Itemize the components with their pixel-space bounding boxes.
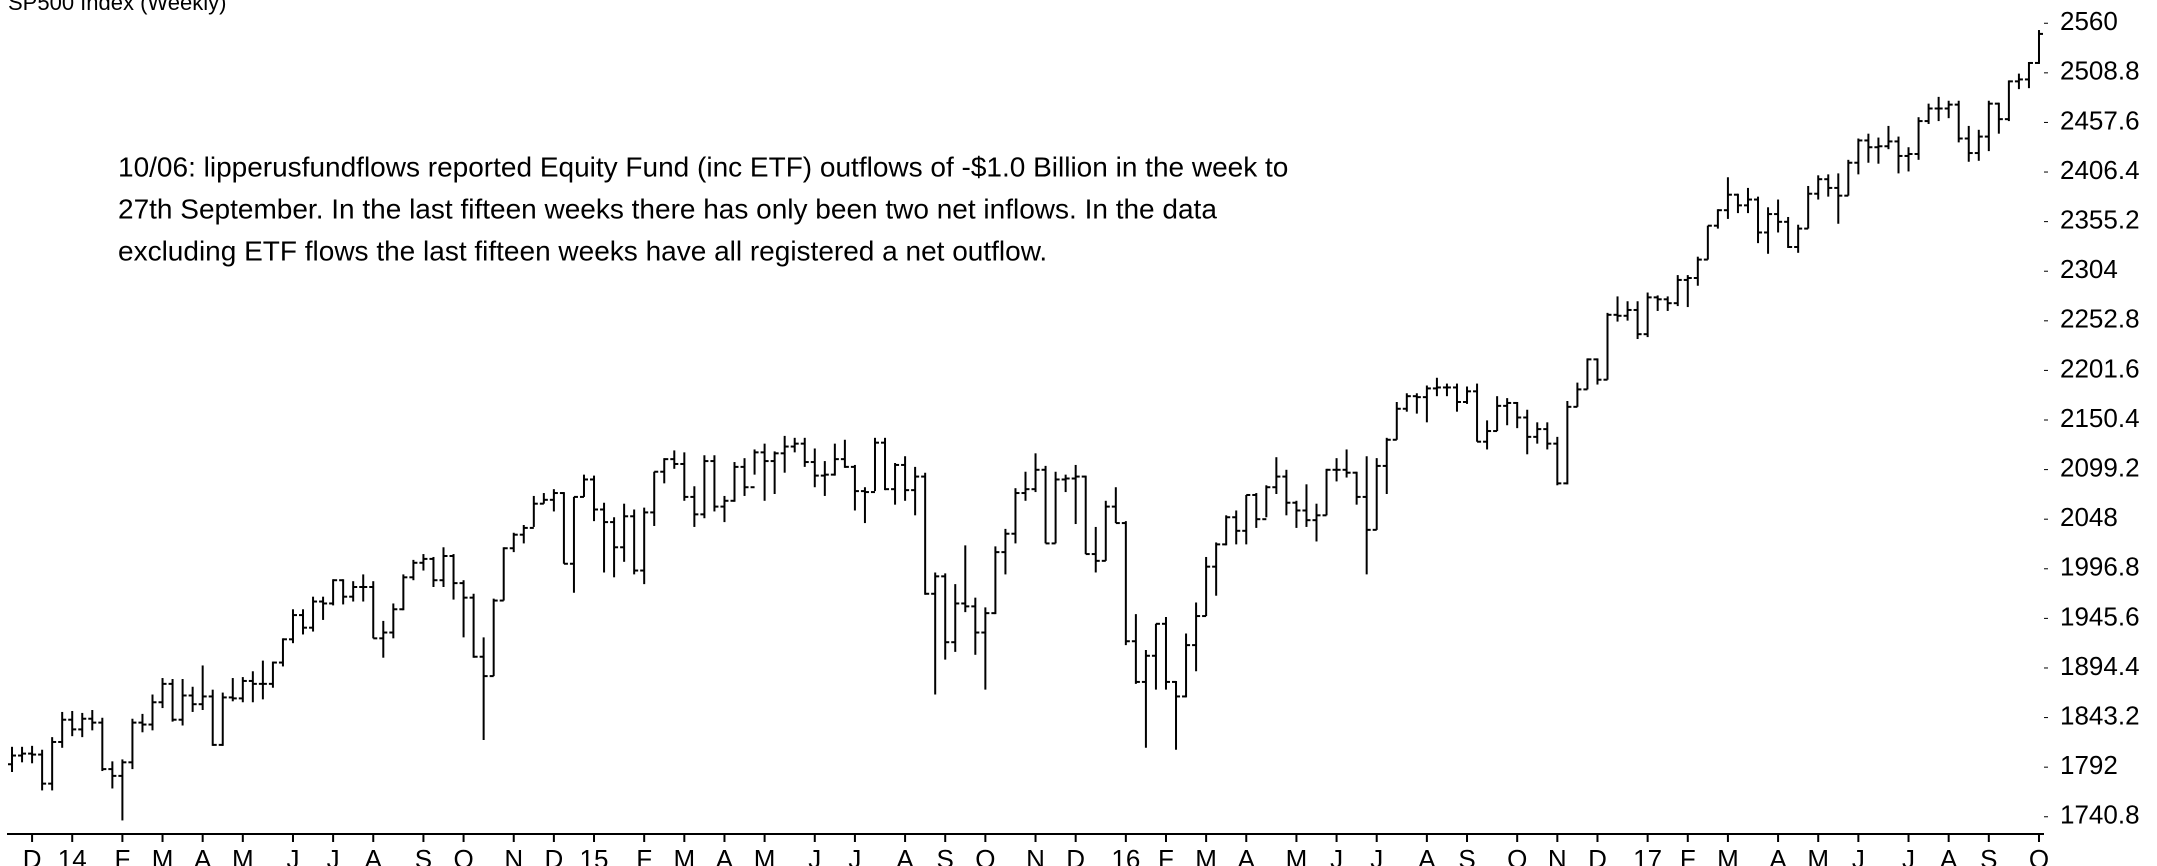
x-tick-label: 17 <box>1633 844 1662 866</box>
x-tick-label: J <box>848 844 861 866</box>
y-tick-label: 1894.4 <box>2060 651 2140 681</box>
x-tick-label: N <box>1548 844 1567 866</box>
annotation: 27th September. In the last fifteen week… <box>118 193 1217 224</box>
x-tick-label: M <box>1807 844 1829 866</box>
x-tick-label: O <box>453 844 473 866</box>
x-tick-label: A <box>716 844 734 866</box>
x-tick-label: N <box>1026 844 1045 866</box>
y-tick-label: 2304 <box>2060 254 2118 284</box>
y-tick-label: 2150.4 <box>2060 403 2140 433</box>
x-tick-label: A <box>896 844 914 866</box>
x-tick-label: F <box>114 844 130 866</box>
y-tick-label: 2560 <box>2060 6 2118 36</box>
x-tick-label: D <box>1588 844 1607 866</box>
y-tick-label: 2508.8 <box>2060 56 2140 86</box>
annotation: excluding ETF flows the last fifteen wee… <box>118 235 1047 266</box>
x-tick-label: 14 <box>58 844 87 866</box>
x-tick-label: S <box>1980 844 1997 866</box>
annotation: 10/06: lipperusfundflows reported Equity… <box>118 151 1288 182</box>
x-tick-label: M <box>673 844 695 866</box>
x-tick-label: S <box>415 844 432 866</box>
y-tick-label: 1945.6 <box>2060 601 2140 631</box>
y-tick-label: 1996.8 <box>2060 552 2140 582</box>
y-tick-label: 2201.6 <box>2060 353 2140 383</box>
x-tick-label: A <box>1769 844 1787 866</box>
y-tick-label: 2252.8 <box>2060 304 2140 334</box>
x-tick-label: O <box>2029 844 2049 866</box>
x-tick-label: D <box>23 844 42 866</box>
y-tick-label: 1792 <box>2060 750 2118 780</box>
y-tick-label: 2099.2 <box>2060 452 2140 482</box>
y-tick-label: 2457.6 <box>2060 105 2140 135</box>
x-tick-label: F <box>636 844 652 866</box>
x-tick-label: A <box>1238 844 1256 866</box>
x-tick-label: M <box>1286 844 1308 866</box>
x-tick-label: F <box>1680 844 1696 866</box>
x-tick-label: D <box>1066 844 1085 866</box>
x-tick-label: J <box>1370 844 1383 866</box>
x-tick-label: N <box>504 844 523 866</box>
x-tick-label: O <box>1507 844 1527 866</box>
x-tick-label: A <box>1940 844 1958 866</box>
x-tick-label: O <box>975 844 995 866</box>
x-tick-label: S <box>1458 844 1475 866</box>
x-tick-label: J <box>327 844 340 866</box>
x-tick-label: J <box>1852 844 1865 866</box>
x-tick-label: S <box>937 844 954 866</box>
x-tick-label: D <box>544 844 563 866</box>
x-tick-label: J <box>1902 844 1915 866</box>
x-tick-label: 15 <box>580 844 609 866</box>
x-tick-label: M <box>1717 844 1739 866</box>
x-tick-label: F <box>1158 844 1174 866</box>
x-tick-label: A <box>194 844 212 866</box>
x-tick-label: A <box>365 844 383 866</box>
x-tick-label: M <box>1195 844 1217 866</box>
x-tick-label: 16 <box>1111 844 1140 866</box>
x-tick-label: J <box>286 844 299 866</box>
y-tick-label: 1740.8 <box>2060 800 2140 830</box>
y-tick-label: 2406.4 <box>2060 155 2140 185</box>
chart-title: SP500 Index (Weekly) <box>8 0 226 15</box>
x-tick-label: J <box>808 844 821 866</box>
x-tick-label: M <box>232 844 254 866</box>
x-tick-label: M <box>754 844 776 866</box>
y-tick-label: 2355.2 <box>2060 205 2140 235</box>
x-tick-label: J <box>1330 844 1343 866</box>
x-tick-label: M <box>152 844 174 866</box>
y-tick-label: 1843.2 <box>2060 700 2140 730</box>
y-tick-label: 2048 <box>2060 502 2118 532</box>
x-tick-label: A <box>1418 844 1436 866</box>
